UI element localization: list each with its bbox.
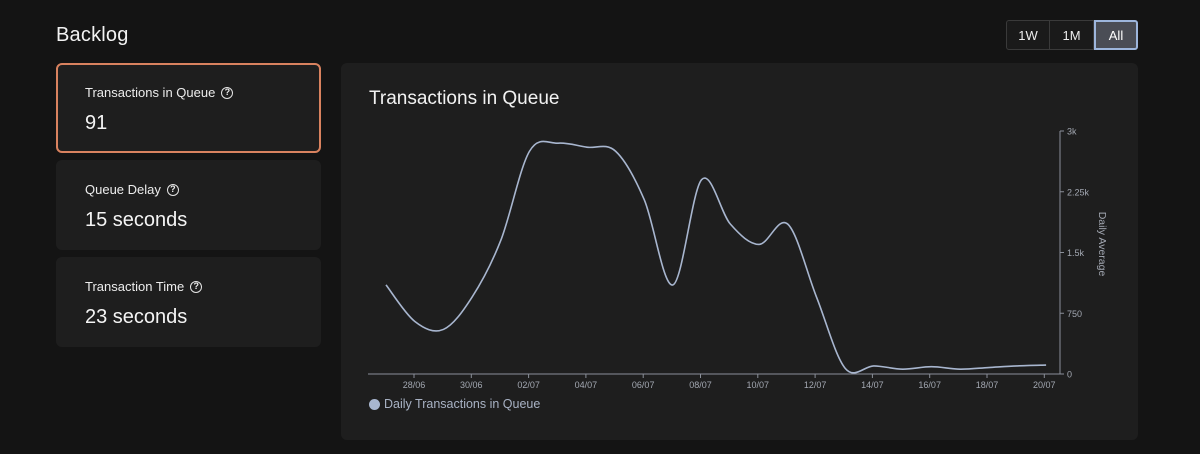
metric-label-row: Queue Delay ?: [85, 182, 321, 197]
metric-label: Queue Delay: [85, 182, 161, 197]
x-tick-label: 04/07: [575, 380, 598, 390]
metric-card-queue-delay[interactable]: Queue Delay ? 15 seconds: [56, 160, 321, 250]
y-axis-label: Daily Average: [1096, 212, 1108, 277]
x-tick-label: 14/07: [861, 380, 884, 390]
y-tick-label: 750: [1067, 309, 1082, 319]
chart-title: Transactions in Queue: [369, 88, 560, 109]
metric-label-row: Transaction Time ?: [85, 279, 321, 294]
metric-label-row: Transactions in Queue ?: [85, 85, 319, 100]
time-range-selector: 1W 1M All: [1006, 20, 1138, 50]
legend-label: Daily Transactions in Queue: [384, 397, 541, 411]
metric-card-transactions-in-queue[interactable]: Transactions in Queue ? 91: [56, 63, 321, 153]
y-tick-label: 0: [1067, 370, 1072, 380]
metric-label: Transactions in Queue: [85, 85, 216, 100]
x-tick-label: 16/07: [918, 380, 941, 390]
help-icon[interactable]: ?: [190, 280, 203, 293]
chart-panel: Transactions in Queue 0 750 1.5k 2.25k 3k Dai…: [341, 63, 1138, 440]
x-tick-label: 06/07: [632, 380, 655, 390]
page-title: Backlog: [56, 24, 129, 46]
legend-swatch: [369, 398, 380, 410]
metric-value: 91: [85, 112, 108, 134]
x-tick-label: 02/07: [517, 380, 540, 390]
metric-value: 23 seconds: [85, 306, 188, 328]
x-tick-label: 12/07: [804, 380, 827, 390]
range-1m-button[interactable]: 1M: [1050, 20, 1094, 50]
range-all-button[interactable]: All: [1094, 20, 1138, 50]
x-tick-label: 20/07: [1033, 380, 1056, 390]
metric-value: 15 seconds: [85, 209, 188, 231]
x-tick-label: 18/07: [976, 380, 999, 390]
series-line-daily-transactions: [385, 140, 1047, 374]
x-tick-label: 08/07: [689, 380, 712, 390]
chart-legend[interactable]: Daily Transactions in Queue: [369, 397, 540, 411]
metric-card-transaction-time[interactable]: Transaction Time ? 23 seconds: [56, 257, 321, 347]
y-tick-label: 1.5k: [1067, 248, 1085, 258]
metric-label: Transaction Time: [85, 279, 185, 294]
x-tick-label: 10/07: [747, 380, 770, 390]
line-chart: 0 750 1.5k 2.25k 3k Daily Average 28/06 30/06 02…: [368, 127, 1108, 390]
y-tick-label: 2.25k: [1067, 187, 1090, 197]
help-icon[interactable]: ?: [166, 183, 179, 196]
range-1w-button[interactable]: 1W: [1006, 20, 1050, 50]
help-icon[interactable]: ?: [221, 86, 234, 99]
x-tick-label: 28/06: [403, 380, 426, 390]
x-tick-label: 30/06: [460, 380, 483, 390]
y-tick-label: 3k: [1067, 127, 1077, 137]
